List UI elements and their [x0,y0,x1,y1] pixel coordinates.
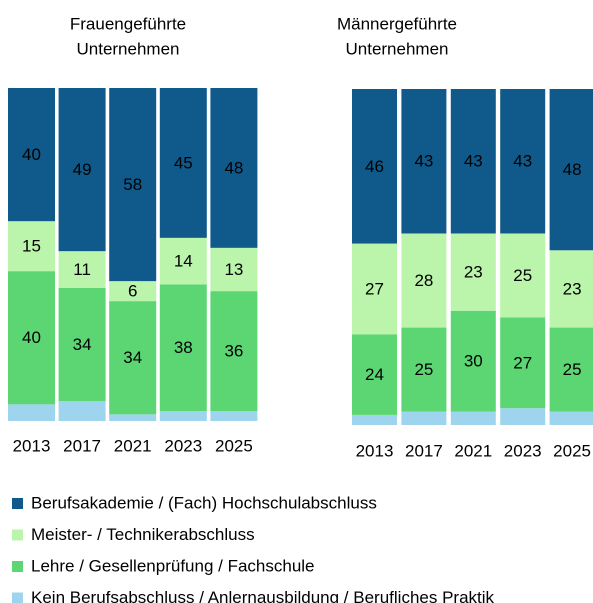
bar-segment [159,237,207,285]
chart-title: Frauengeführte [70,14,186,33]
bar-segment [58,287,106,402]
data-label: 23 [563,279,582,298]
x-tick-label: 2017 [63,436,101,455]
x-tick-label: 2017 [405,441,443,460]
data-label: 36 [224,342,243,361]
bar-segment [549,89,593,251]
bar-segment [450,233,496,311]
data-label: 48 [563,160,582,179]
data-label: 49 [73,160,92,179]
bar-segment [401,411,447,425]
data-label: 43 [414,152,433,171]
data-label: 40 [22,328,41,347]
data-label: 25 [414,360,433,379]
data-label: 45 [174,153,193,172]
legend-label: Lehre / Gesellenprüfung / Fachschule [31,556,315,575]
x-tick-label: 2023 [504,441,542,460]
legend-swatch [12,592,23,603]
bar-segment [500,233,546,318]
data-label: 43 [464,152,483,171]
bar-segment [401,233,447,328]
data-label: 23 [464,263,483,282]
bar-segment [549,411,593,425]
data-label: 40 [22,145,41,164]
bar-segment [450,310,496,412]
bar-segment [352,414,397,425]
bar-segment [109,301,157,415]
bar-segment [500,89,546,234]
bar-segment [352,334,397,415]
data-label: 27 [513,353,532,372]
bar-segment [401,327,447,412]
chart-title: Unternehmen [345,39,448,58]
data-label: 38 [174,338,193,357]
bar-segment [549,327,593,412]
data-label: 58 [123,175,142,194]
bar-segment [450,89,496,234]
bar-segment [159,411,207,421]
bar-segment [352,243,397,335]
x-tick-label: 2021 [454,441,492,460]
data-label: 34 [73,335,92,354]
data-label: 13 [224,260,243,279]
data-label: 34 [123,348,142,367]
bar-segment [450,411,496,425]
data-label: 6 [128,282,137,301]
bar-segment [58,88,106,252]
bar-segment [159,88,207,238]
bar-segment [210,291,258,412]
data-label: 25 [563,360,582,379]
x-tick-label: 2013 [356,441,394,460]
bar-segment [109,414,157,421]
bar-segment [210,88,258,248]
x-tick-label: 2021 [114,436,152,455]
bar-segment [58,401,106,421]
x-tick-label: 2025 [215,436,253,455]
x-tick-label: 2025 [553,441,591,460]
legend-swatch [12,561,23,572]
bar-segment [8,221,55,272]
bar-segment [500,408,546,425]
bar-segment [109,281,157,302]
data-label: 46 [365,157,384,176]
legend-label: Meister- / Technikerabschluss [31,525,255,544]
data-label: 15 [22,237,41,256]
legend-label: Berufsakademie / (Fach) Hochschulabschlu… [31,493,377,512]
bar-segment [8,404,55,421]
data-label: 14 [174,252,193,271]
bar-segment [109,88,157,282]
bar-segment [549,250,593,328]
chart-title: Männergeführte [337,14,457,33]
data-label: 28 [414,271,433,290]
data-label: 25 [513,266,532,285]
x-tick-label: 2013 [13,436,51,455]
bar-segment [401,89,447,234]
legend-swatch [12,529,23,541]
bar-segment [8,271,55,405]
bar-segment [210,411,258,421]
bar-segment [8,88,55,222]
legend-swatch [12,498,23,509]
chart-title: Unternehmen [76,39,179,58]
bar-segment [352,89,397,244]
bar-segment [500,317,546,409]
bar-segment [159,284,207,412]
bar-segment [210,247,258,292]
data-label: 43 [513,152,532,171]
data-label: 30 [464,352,483,371]
data-label: 27 [365,279,384,298]
x-tick-label: 2023 [164,436,202,455]
data-label: 11 [73,260,91,279]
data-label: 48 [224,158,243,177]
legend-label: Kein Berufsabschluss / Anlernausbildung … [31,588,495,603]
bar-segment [58,251,106,288]
data-label: 24 [365,365,384,384]
